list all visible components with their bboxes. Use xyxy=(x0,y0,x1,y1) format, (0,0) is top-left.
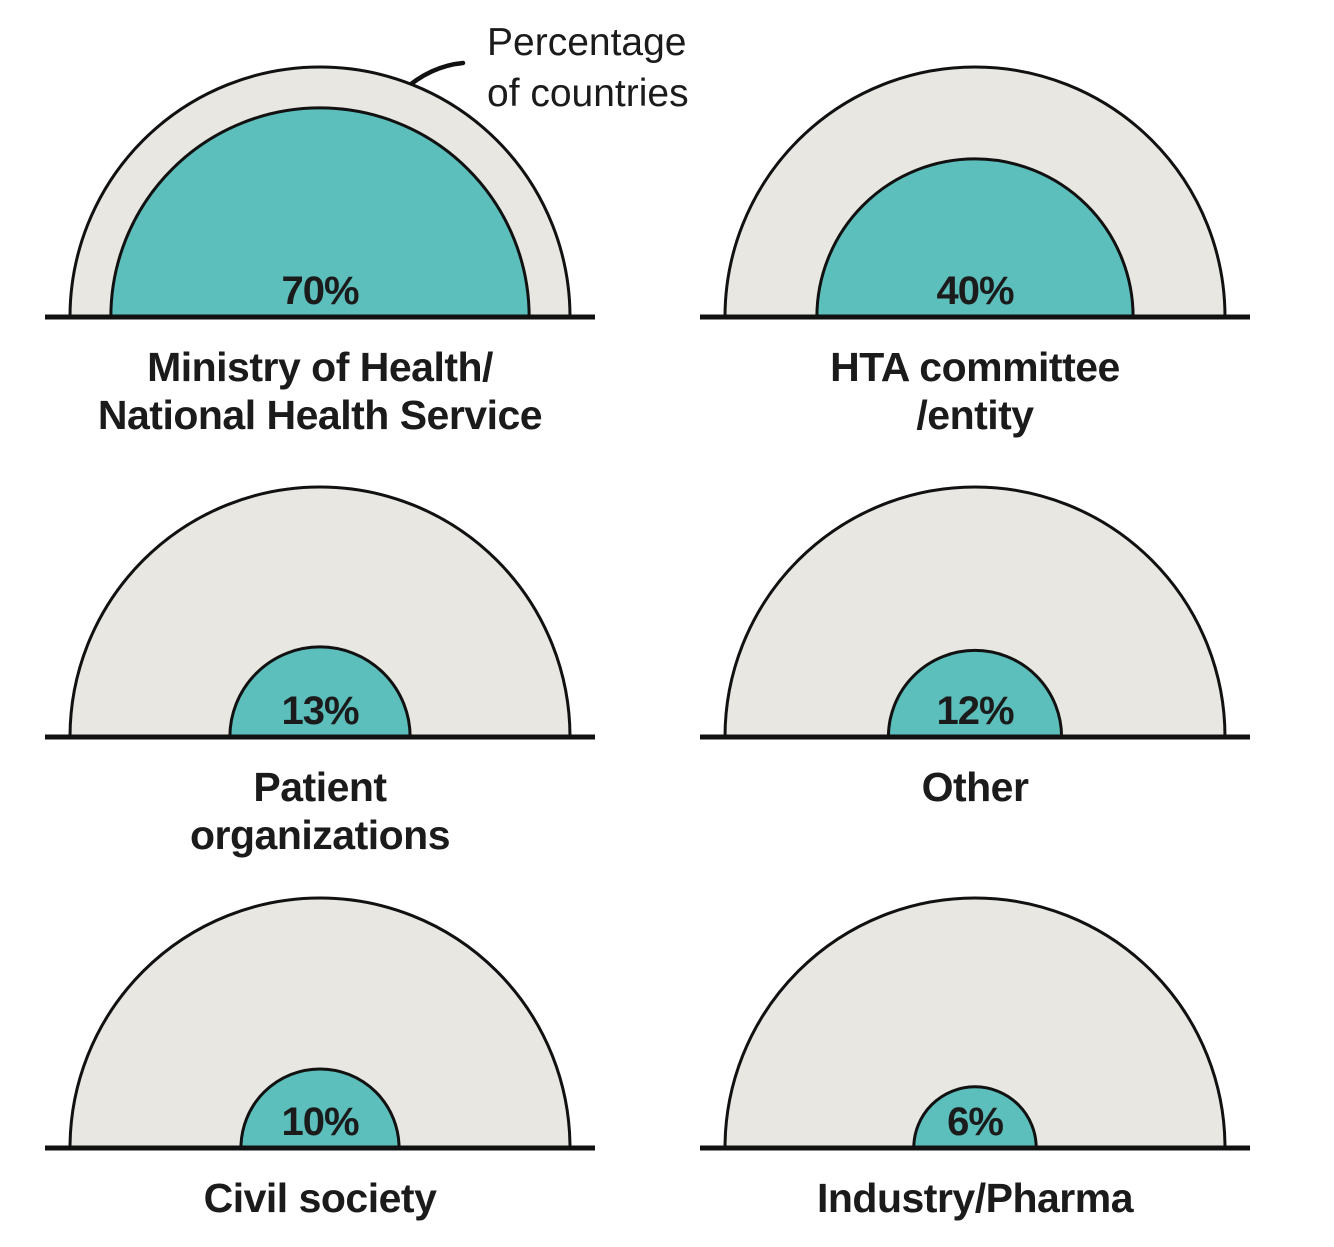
inner-semicircle-value xyxy=(239,1067,401,1150)
inner-semicircle-value xyxy=(912,1085,1038,1150)
chart-caption: Civil society xyxy=(203,1175,437,1221)
chart-caption: Ministry of Health/ National Health Serv… xyxy=(97,344,543,438)
percentage-value-label: 13% xyxy=(281,689,358,733)
gauge-chart-civil-society: 10% Civil society xyxy=(20,888,620,1221)
outer-semicircle-track xyxy=(723,485,1227,739)
percentage-value-label: 40% xyxy=(936,269,1013,313)
percentage-value-label: 6% xyxy=(947,1100,1003,1144)
gauge-chart-industry-pharma: 6% Industry/Pharma xyxy=(675,888,1275,1221)
semicircle-gauge: 13% xyxy=(45,485,595,740)
inner-semicircle-value xyxy=(228,645,412,739)
semicircle-gauge: 40% xyxy=(700,65,1250,320)
percentage-value-label: 12% xyxy=(936,689,1013,733)
gauge-chart-hta-committee: 40% HTA committee /entity xyxy=(675,57,1275,438)
outer-semicircle-track xyxy=(723,896,1227,1150)
semicircle-gauge: 10% xyxy=(45,896,595,1151)
outer-semicircle-track xyxy=(68,896,572,1150)
inner-semicircle-value xyxy=(886,648,1064,739)
semicircle-gauge: 70% xyxy=(45,65,595,320)
gauge-chart-other: 12% Other xyxy=(675,477,1275,810)
semicircle-gauge: 12% xyxy=(700,485,1250,740)
inner-semicircle-value xyxy=(109,106,531,319)
chart-caption: Patient organizations xyxy=(189,764,451,858)
inner-semicircle-value xyxy=(815,157,1135,319)
percentage-value-label: 70% xyxy=(281,269,358,313)
chart-caption: HTA committee /entity xyxy=(830,344,1120,438)
gauge-chart-patient-organizations: 13% Patient organizations xyxy=(20,477,620,858)
chart-caption: Other xyxy=(921,764,1029,810)
percentage-value-label: 10% xyxy=(281,1100,358,1144)
annotation-label: Percentage of countries xyxy=(487,21,689,115)
chart-caption: Industry/Pharma xyxy=(816,1175,1134,1221)
semicircle-gauge: 6% xyxy=(700,896,1250,1151)
gauge-chart-ministry-of-health: 70% Ministry of Health/ National Health … xyxy=(20,57,620,438)
outer-semicircle-track xyxy=(68,485,572,739)
